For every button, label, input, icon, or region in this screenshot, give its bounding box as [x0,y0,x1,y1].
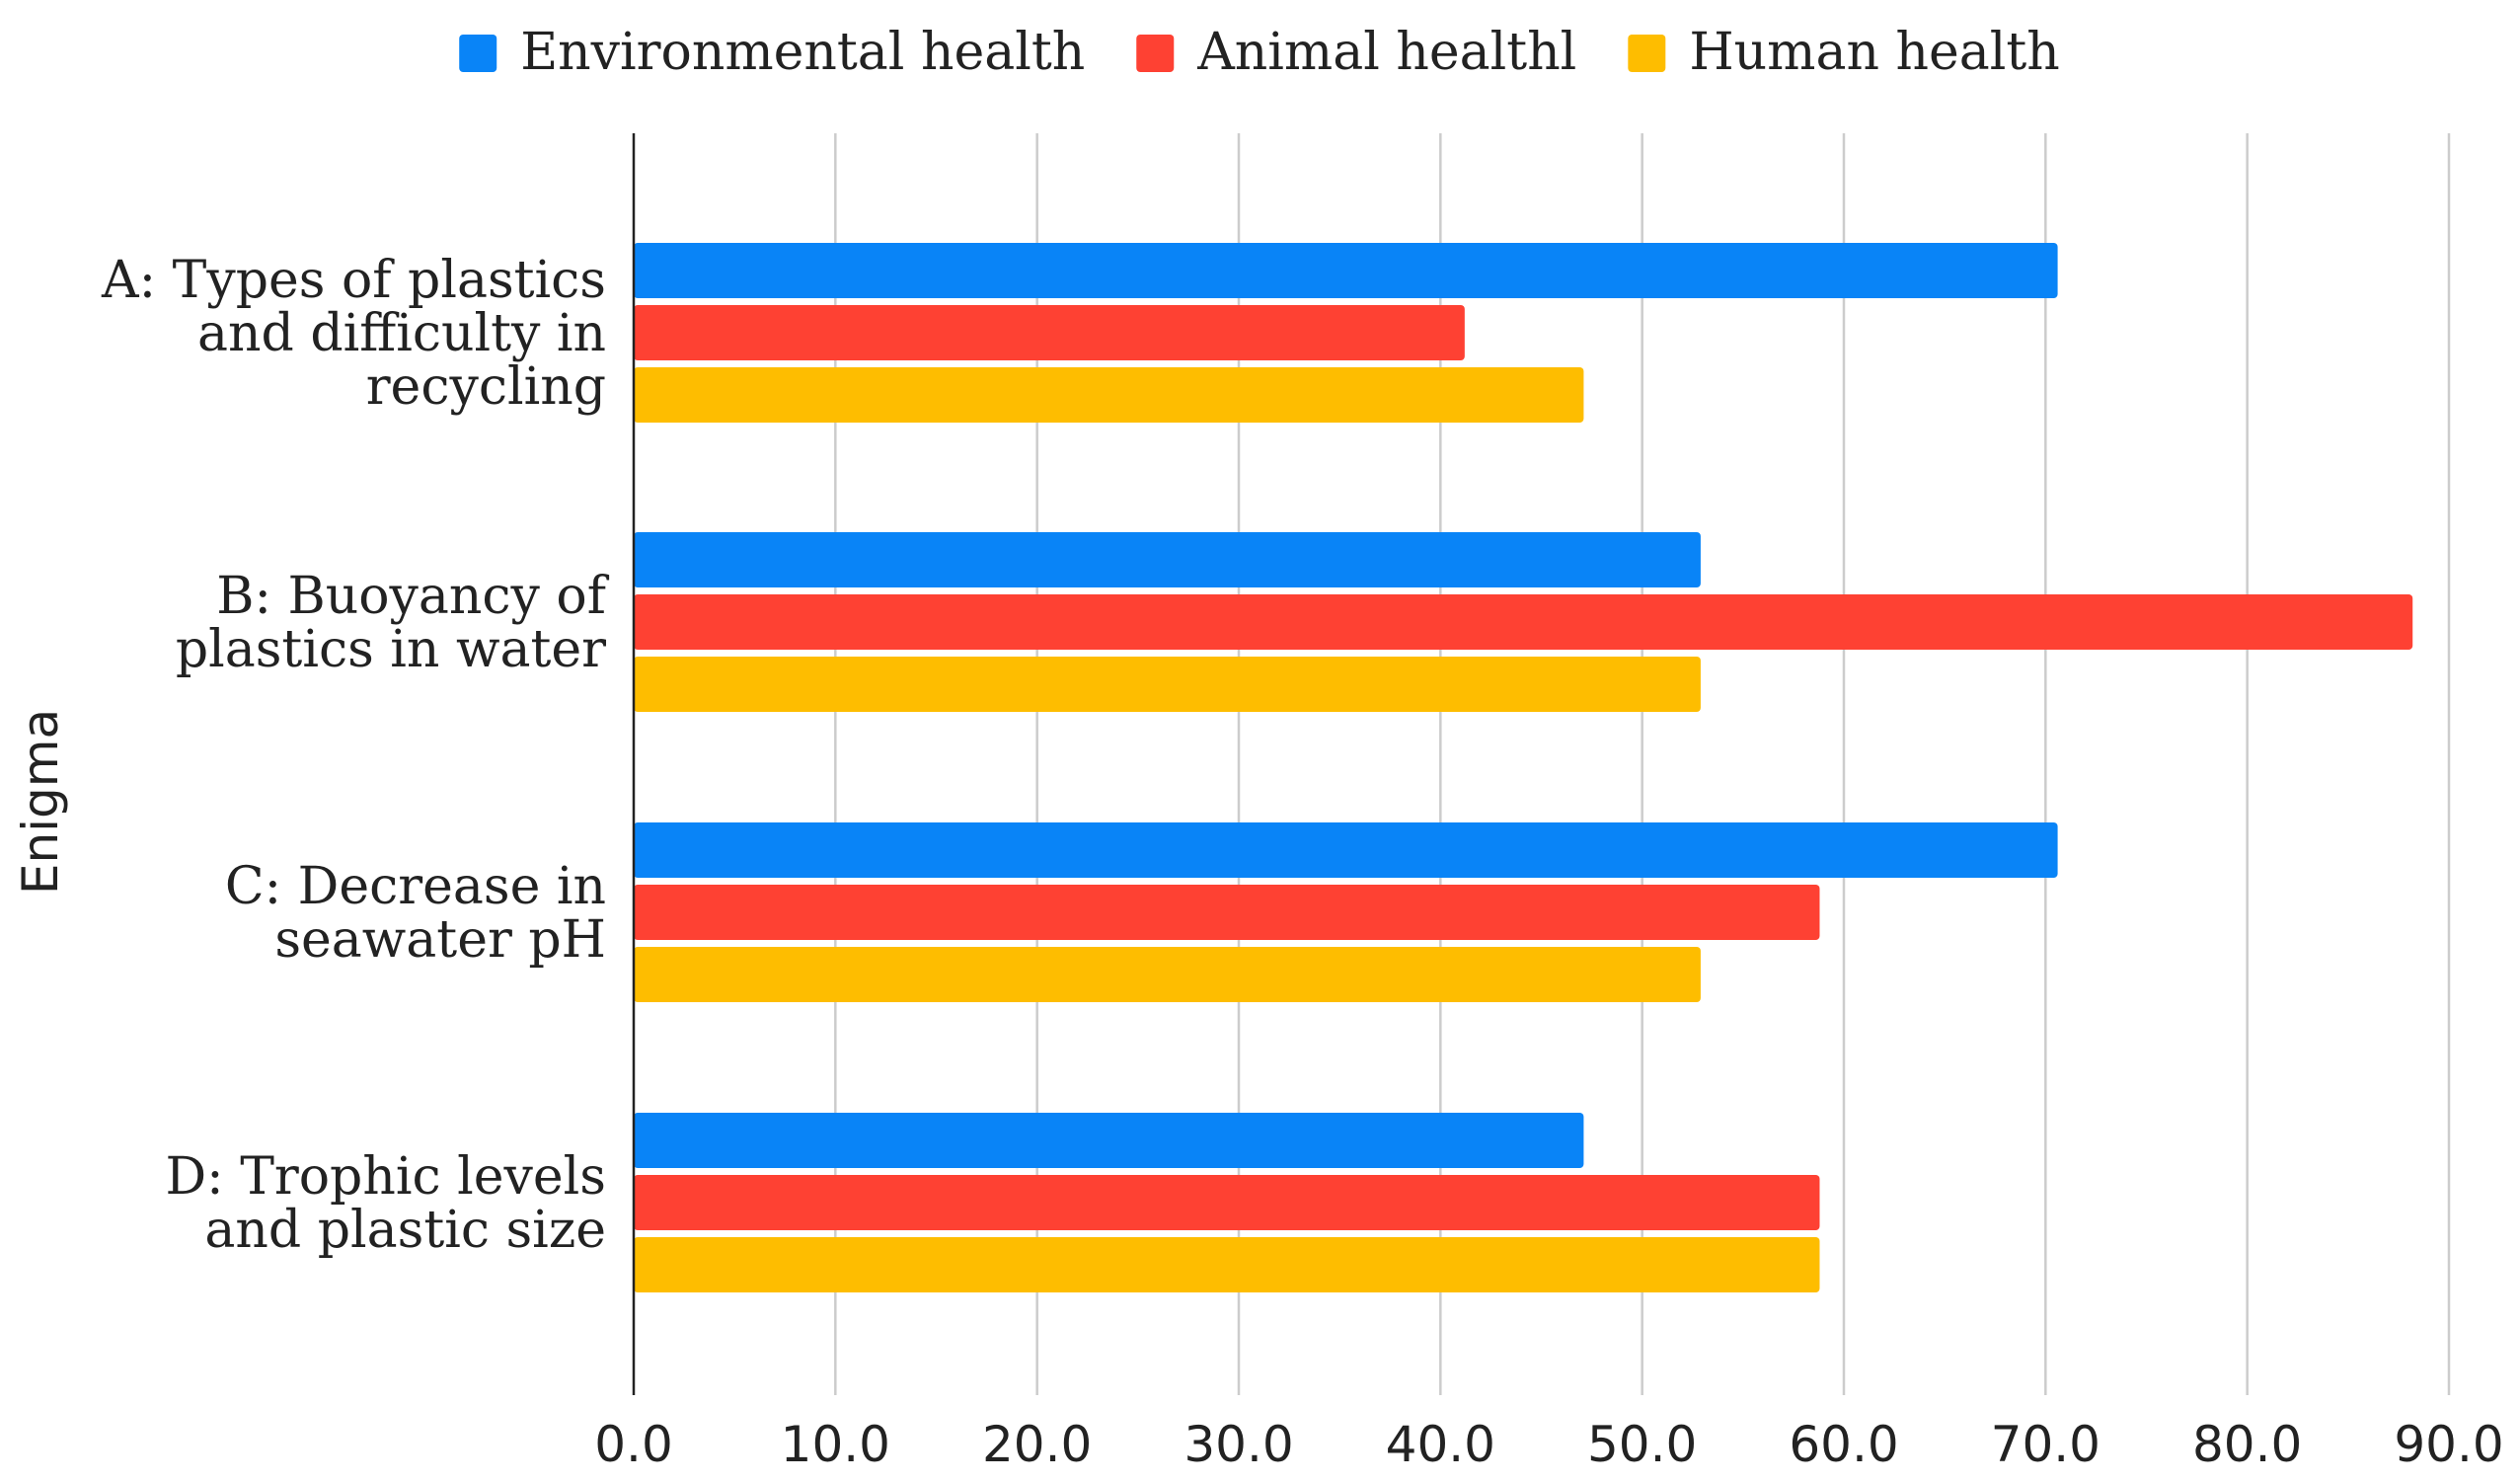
y-axis-title: Enigma [12,709,69,895]
category-label-line: B: Buoyancy of [216,567,609,626]
x-tick-label: 60.0 [1789,1416,1898,1473]
category-label-line: D: Trophic levels [165,1147,606,1207]
legend-label-environmental-health: Environmental health [520,23,1085,82]
legend-swatch-animal-healthl [1136,35,1175,72]
bar-animal-healthl-1 [634,594,2413,650]
category-label-line: and plastic size [204,1201,606,1260]
x-tick-label: 50.0 [1587,1416,1697,1473]
category-label-line: seawater pH [274,910,606,970]
legend: Environmental health Animal healthl Human … [459,23,2060,82]
x-tick-labels: 0.0 10.0 20.0 30.0 40.0 50.0 60.0 70.0 80.0 90.0 [594,1416,2503,1473]
x-tick-label: 30.0 [1184,1416,1293,1473]
category-label-line: recycling [366,357,606,417]
x-tick-label: 70.0 [1991,1416,2100,1473]
bar-environmental-health-3 [634,1113,1584,1168]
bar-human-health-1 [634,657,1701,712]
x-tick-label: 90.0 [2394,1416,2503,1473]
bar-animal-healthl-3 [634,1175,1820,1230]
bar-environmental-health-0 [634,243,2058,298]
bar-human-health-2 [634,947,1701,1002]
bar-human-health-0 [634,367,1584,423]
category-label-2: C: Decrease in seawater pH [225,857,606,970]
bar-environmental-health-1 [634,532,1701,587]
category-label-0: A: Types of plastics and difficulty in rec… [101,251,606,417]
legend-label-animal-healthl: Animal healthl [1196,23,1576,82]
bar-animal-healthl-0 [634,305,1465,360]
category-label-3: D: Trophic levels and plastic size [165,1147,606,1260]
bar-environmental-health-2 [634,822,2058,878]
legend-swatch-human-health [1628,35,1666,72]
legend-label-human-health: Human health [1689,23,2059,82]
x-tick-label: 80.0 [2192,1416,2302,1473]
legend-swatch-environmental-health [459,35,497,72]
bars [634,243,2413,1292]
category-label-line: plastics in water [176,620,606,679]
x-tick-label: 0.0 [594,1416,673,1473]
category-label-line: A: Types of plastics [101,251,606,310]
x-tick-label: 10.0 [781,1416,890,1473]
category-label-line: C: Decrease in [225,857,606,916]
category-labels: A: Types of plastics and difficulty in rec… [101,251,610,1260]
category-label-1: B: Buoyancy of plastics in water [176,567,610,679]
category-label-line: and difficulty in [197,304,606,363]
bar-animal-healthl-2 [634,885,1820,940]
x-tick-label: 40.0 [1386,1416,1495,1473]
x-tick-label: 20.0 [982,1416,1092,1473]
bar-human-health-3 [634,1237,1820,1292]
